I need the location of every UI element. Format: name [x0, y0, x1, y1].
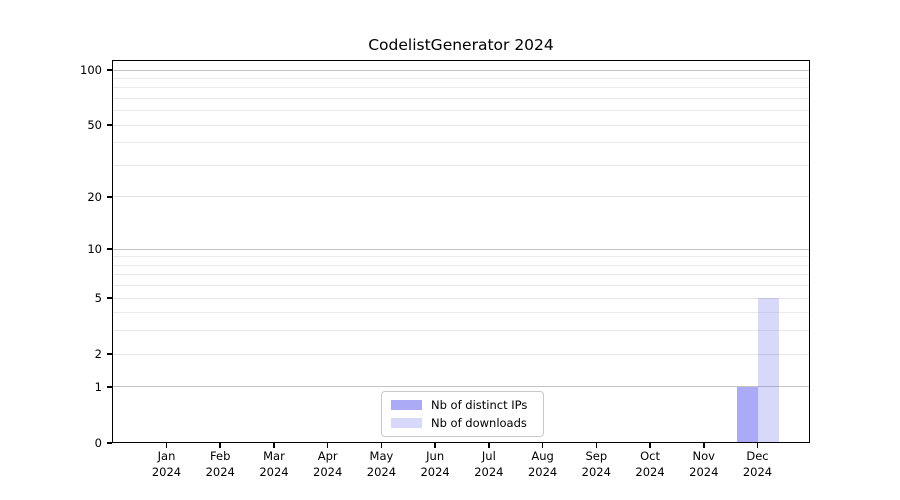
y-tick-mark-10 — [107, 248, 112, 250]
x-tick-label-jan-2024: Jan 2024 — [135, 448, 199, 480]
gridline-minor-40 — [112, 142, 810, 144]
x-tick-mark-dec-2024 — [756, 443, 759, 448]
y-tick-mark-0 — [107, 442, 112, 444]
legend-item-downloads: Nb of downloads — [391, 416, 535, 430]
x-tick-mark-sep-2024 — [595, 443, 598, 448]
x-tick-label-nov-2024: Nov 2024 — [672, 448, 736, 480]
x-tick-month: May — [369, 449, 394, 463]
x-tick-mark-jul-2024 — [488, 443, 490, 448]
y-tick-label-50: 50 — [87, 118, 102, 133]
x-tick-month: Apr — [317, 449, 338, 463]
x-tick-month: Mar — [263, 449, 285, 463]
x-tick-mark-feb-2024 — [219, 443, 221, 448]
gridline-major-20 — [112, 196, 810, 198]
x-tick-label-jun-2024: Jun 2024 — [403, 448, 467, 480]
x-tick-month: Feb — [210, 449, 231, 463]
x-tick-mark-nov-2024 — [703, 443, 705, 448]
x-tick-label-jul-2024: Jul 2024 — [457, 448, 521, 480]
x-tick-year: 2024 — [635, 465, 665, 479]
y-tick-mark-50 — [107, 124, 112, 126]
gridline-minor-80 — [112, 87, 810, 89]
gridline-emph-10 — [112, 248, 810, 250]
gridline-minor-30 — [112, 164, 810, 166]
y-tick-label-1: 1 — [94, 379, 102, 394]
x-tick-year: 2024 — [366, 465, 397, 479]
x-tick-label-apr-2024: Apr 2024 — [296, 448, 360, 480]
x-tick-year: 2024 — [420, 465, 450, 479]
x-tick-mark-may-2024 — [380, 443, 383, 448]
y-tick-label-2: 2 — [94, 347, 102, 362]
gridline-emph-1 — [112, 386, 810, 388]
y-tick-mark-2 — [107, 353, 112, 355]
x-tick-label-oct-2024: Oct 2024 — [618, 448, 682, 480]
y-tick-label-20: 20 — [87, 189, 102, 204]
x-tick-mark-jan-2024 — [165, 443, 168, 448]
x-tick-year: 2024 — [151, 465, 182, 479]
gridline-minor-70 — [112, 97, 810, 99]
x-tick-label-sep-2024: Sep 2024 — [564, 448, 628, 480]
legend-swatch-downloads — [391, 417, 422, 428]
x-tick-month: Jul — [481, 449, 496, 463]
gridline-minor-60 — [112, 110, 810, 112]
gridline-minor-7 — [112, 274, 810, 276]
x-tick-label-dec-2024: Dec 2024 — [726, 448, 790, 480]
y-tick-mark-1 — [107, 386, 112, 388]
legend: Nb of distinct IPs Nb of downloads — [381, 391, 544, 437]
x-tick-year: 2024 — [689, 465, 719, 479]
x-tick-mark-apr-2024 — [326, 443, 329, 448]
gridline-minor-90 — [112, 77, 810, 79]
x-tick-month: Aug — [531, 449, 554, 463]
x-tick-year: 2024 — [259, 465, 289, 479]
legend-item-distinct-ips: Nb of distinct IPs — [391, 398, 535, 412]
y-tick-label-100: 100 — [80, 63, 102, 77]
x-tick-label-mar-2024: Mar 2024 — [242, 448, 306, 480]
x-tick-year: 2024 — [527, 465, 558, 479]
chart-title: CodelistGenerator 2024 — [368, 36, 554, 54]
gridline-emph-100 — [112, 69, 810, 71]
gridline-minor-9 — [112, 256, 810, 258]
x-tick-month: Dec — [746, 449, 769, 463]
x-tick-mark-oct-2024 — [649, 443, 651, 448]
legend-label-downloads: Nb of downloads — [431, 415, 527, 430]
y-tick-mark-100 — [107, 69, 112, 71]
x-tick-year: 2024 — [205, 465, 235, 479]
x-tick-label-feb-2024: Feb 2024 — [188, 448, 252, 480]
gridline-minor-6 — [112, 285, 810, 287]
x-tick-month: Sep — [585, 449, 608, 463]
legend-swatch-distinct-ips — [391, 400, 422, 411]
x-tick-month: Nov — [692, 449, 715, 463]
gridline-minor-3 — [112, 330, 810, 332]
gridline-minor-4 — [112, 312, 810, 314]
x-tick-label-aug-2024: Aug 2024 — [511, 448, 575, 480]
x-tick-year: 2024 — [313, 465, 343, 479]
x-tick-month: Oct — [640, 449, 660, 463]
bar-nb-of-downloads-dec-2024 — [757, 298, 779, 443]
x-tick-mark-mar-2024 — [273, 443, 275, 448]
x-tick-mark-jun-2024 — [434, 443, 436, 448]
y-tick-label-0: 0 — [94, 436, 102, 450]
x-tick-month: Jun — [426, 449, 445, 463]
x-tick-year: 2024 — [474, 465, 504, 479]
x-tick-label-may-2024: May 2024 — [349, 448, 413, 480]
gridline-major-5 — [112, 297, 810, 299]
y-tick-mark-20 — [107, 196, 112, 198]
bar-nb-of-distinct-ips-dec-2024 — [736, 386, 758, 443]
x-tick-month: Jan — [157, 449, 176, 463]
y-tick-label-10: 10 — [87, 242, 102, 257]
y-tick-mark-5 — [107, 297, 112, 299]
gridline-major-50 — [112, 124, 810, 126]
x-tick-year: 2024 — [581, 465, 611, 479]
gridline-major-2 — [112, 353, 810, 355]
y-tick-label-5: 5 — [94, 291, 102, 306]
x-tick-mark-aug-2024 — [541, 443, 544, 448]
legend-label-distinct-ips: Nb of distinct IPs — [431, 398, 528, 413]
gridline-minor-8 — [112, 264, 810, 266]
x-tick-year: 2024 — [742, 465, 773, 479]
